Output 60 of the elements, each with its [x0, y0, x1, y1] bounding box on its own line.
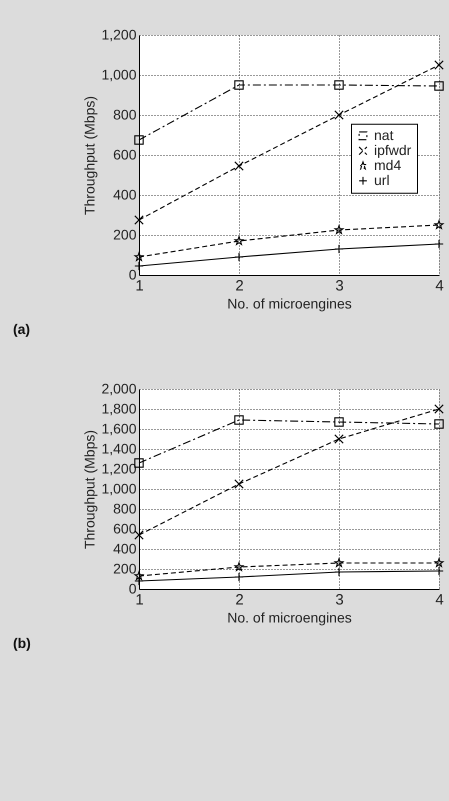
- x-tick-label: 2: [235, 592, 244, 608]
- x-tick-label: 3: [335, 592, 344, 608]
- point: [434, 81, 444, 91]
- y-tick-label: 400: [113, 186, 137, 202]
- legend-label: md4: [374, 156, 402, 173]
- point: [234, 562, 244, 571]
- point: [234, 479, 244, 489]
- legend-label: nat: [374, 126, 394, 143]
- y-tick-label: 400: [113, 540, 137, 556]
- y-tick-label: 800: [113, 106, 137, 122]
- y-tick-label: 200: [113, 560, 137, 576]
- x-axis-title: No. of microengines: [227, 610, 352, 626]
- x-tick-label: 4: [435, 278, 444, 294]
- y-tick-label: 0: [128, 580, 137, 596]
- y-tick-label: 1,600: [101, 420, 137, 436]
- y-tick-label: 0: [128, 266, 137, 282]
- x-tick-label: 1: [135, 278, 144, 294]
- point: [334, 558, 344, 567]
- y-tick-label: 2,000: [101, 380, 137, 396]
- point: [134, 252, 144, 261]
- point: [334, 417, 344, 427]
- point: [134, 458, 144, 468]
- point: [134, 571, 144, 580]
- point: [334, 434, 344, 444]
- point: [434, 404, 444, 414]
- y-axis-title: Throughput (Mbps): [81, 430, 98, 550]
- legend-label: url: [374, 172, 390, 188]
- y-tick-label: 800: [113, 500, 137, 516]
- x-tick-label: 3: [335, 278, 344, 294]
- y-tick-label: 1,200: [101, 26, 137, 42]
- point: [134, 530, 144, 540]
- text: (b): [12, 635, 31, 651]
- point: [234, 80, 244, 90]
- y-tick-label: 600: [113, 146, 137, 162]
- point: [434, 419, 444, 429]
- point: [434, 558, 444, 567]
- y-axis-title: Throughput (Mbps): [81, 96, 98, 216]
- y-tick-label: 200: [113, 226, 137, 242]
- text: (a): [12, 321, 30, 337]
- x-axis-title: No. of microengines: [227, 296, 352, 312]
- y-tick-label: 1,000: [101, 480, 137, 496]
- y-tick-label: 1,200: [101, 460, 137, 476]
- point: [234, 236, 244, 245]
- y-tick-label: 1,400: [101, 440, 137, 456]
- y-tick-label: 1,800: [101, 400, 137, 416]
- point: [334, 80, 344, 90]
- point: [334, 225, 344, 234]
- y-tick-label: 600: [113, 520, 137, 536]
- point: [134, 135, 144, 145]
- point: [134, 215, 144, 225]
- point: [334, 110, 344, 120]
- point: [234, 161, 244, 171]
- x-tick-label: 1: [135, 592, 144, 608]
- y-tick-label: 1,000: [101, 66, 137, 82]
- x-tick-label: 2: [235, 278, 244, 294]
- x-tick-label: 4: [435, 592, 444, 608]
- point: [434, 220, 444, 229]
- point: [434, 60, 444, 70]
- point: [234, 415, 244, 425]
- legend-label: ipfwdr: [374, 142, 412, 158]
